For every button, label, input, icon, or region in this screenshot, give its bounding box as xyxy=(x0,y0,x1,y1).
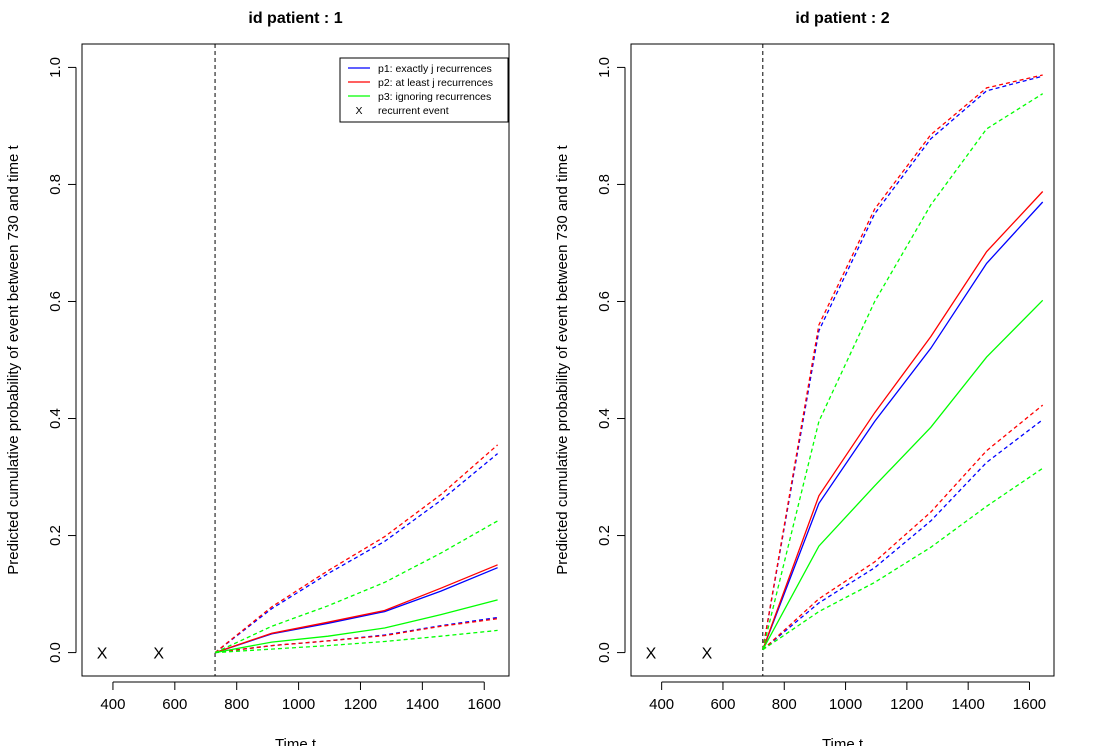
legend-label: p2: at least j recurrences xyxy=(378,77,493,89)
y-tick-label: 0.0 xyxy=(47,642,64,663)
y-tick-label: 0.8 xyxy=(596,174,613,195)
y-tick-label: 1.0 xyxy=(47,57,64,78)
series-line xyxy=(762,201,1044,650)
x-tick-label: 1400 xyxy=(951,696,984,713)
series-line xyxy=(215,618,498,654)
x-tick-label: 1000 xyxy=(282,696,315,713)
y-axis-label: Predicted cumulative probability of even… xyxy=(554,144,571,574)
legend-label: p3: ignoring recurrences xyxy=(378,91,491,103)
x-tick-label: 1400 xyxy=(406,696,439,713)
series-line xyxy=(214,564,498,654)
series-line xyxy=(214,444,499,654)
series-line xyxy=(214,453,499,654)
y-tick-label: 0.6 xyxy=(47,291,64,312)
chart-title: id patient : 1 xyxy=(248,10,342,27)
y-axis: 0.0 0.2 0.4 0.6 0.8 1.0 xyxy=(596,57,626,663)
series-line xyxy=(214,567,498,654)
y-tick-label: 0.2 xyxy=(596,525,613,546)
recurrent-event-marker: X xyxy=(97,646,108,663)
x-tick-label: 1000 xyxy=(829,696,862,713)
x-tick-label: 400 xyxy=(100,696,125,713)
legend-box xyxy=(339,57,509,123)
y-tick-label: 0.0 xyxy=(596,642,613,663)
recurrent-event-marker: X xyxy=(646,646,657,663)
plot-frame xyxy=(630,43,1055,677)
series-line xyxy=(762,299,1044,651)
x-tick-label: 800 xyxy=(772,696,797,713)
y-tick-label: 0.6 xyxy=(596,291,613,312)
series-line xyxy=(214,520,498,654)
x-tick-label: 1600 xyxy=(1013,696,1046,713)
x-tick-label: 1200 xyxy=(890,696,923,713)
x-tick-label: 600 xyxy=(162,696,187,713)
panel-patient-2: id patient : 2 Time t Predicted cumulati… xyxy=(554,10,1055,746)
y-axis: 0.0 0.2 0.4 0.6 0.8 1.0 xyxy=(47,57,77,663)
series-line xyxy=(762,74,1043,650)
x-tick-label: 400 xyxy=(649,696,674,713)
panel-patient-1: id patient : 1 Time t Predicted cumulati… xyxy=(5,10,510,746)
legend-marker: X xyxy=(355,105,362,117)
x-axis-label: Time t xyxy=(275,736,317,746)
series-line xyxy=(762,93,1044,650)
x-axis: 400 600 800 1000 1200 1400 1600 xyxy=(100,681,501,713)
legend-label: p1: exactly j recurrences xyxy=(378,63,492,75)
series-line xyxy=(214,599,498,654)
y-tick-label: 0.8 xyxy=(47,174,64,195)
series-line xyxy=(762,419,1044,651)
x-tick-label: 1200 xyxy=(344,696,377,713)
y-axis-label: Predicted cumulative probability of even… xyxy=(5,144,22,574)
series-line xyxy=(762,75,1043,650)
legend: p1: exactly j recurrences p2: at least j … xyxy=(339,57,509,123)
x-tick-label: 600 xyxy=(710,696,735,713)
y-tick-label: 0.4 xyxy=(47,408,64,429)
series-line xyxy=(215,629,498,654)
x-axis: 400 600 800 1000 1200 1400 1600 xyxy=(649,681,1046,713)
plot-frame xyxy=(81,43,510,677)
recurrent-event-marker: X xyxy=(702,646,713,663)
series-line xyxy=(762,467,1044,651)
y-tick-label: 1.0 xyxy=(596,57,613,78)
y-tick-label: 0.4 xyxy=(596,408,613,429)
x-tick-label: 800 xyxy=(224,696,249,713)
chart-title: id patient : 2 xyxy=(795,10,889,27)
y-tick-label: 0.2 xyxy=(47,525,64,546)
recurrent-event-marker: X xyxy=(153,646,164,663)
x-axis-label: Time t xyxy=(822,736,864,746)
x-tick-label: 1600 xyxy=(468,696,501,713)
series-line xyxy=(762,191,1044,650)
legend-label: recurrent event xyxy=(378,105,449,117)
series-line xyxy=(762,404,1044,651)
